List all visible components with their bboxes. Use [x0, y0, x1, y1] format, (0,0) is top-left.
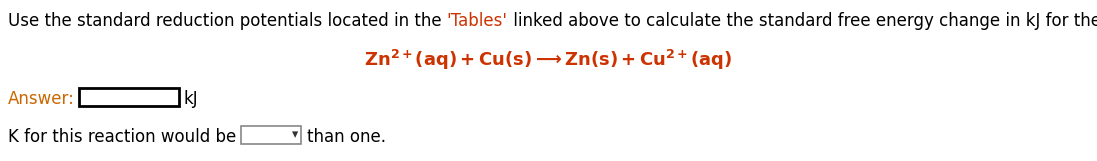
Text: K for this reaction would be: K for this reaction would be — [8, 128, 236, 146]
Bar — [79, 88, 179, 106]
Text: $\mathbf{Zn^{2+}(aq) + Cu(s) \longrightarrow Zn(s) + Cu^{2+}(aq)}$: $\mathbf{Zn^{2+}(aq) + Cu(s) \longrighta… — [364, 48, 733, 72]
Text: 'Tables': 'Tables' — [446, 12, 508, 30]
Text: Answer:: Answer: — [8, 90, 75, 108]
Bar — [241, 126, 302, 144]
Text: Use the standard reduction potentials located in the: Use the standard reduction potentials lo… — [8, 12, 446, 30]
Text: than one.: than one. — [307, 128, 386, 146]
Text: linked above to calculate the standard free energy change in kJ for the reaction: linked above to calculate the standard f… — [508, 12, 1097, 30]
Text: kJ: kJ — [184, 90, 199, 108]
Text: ▾: ▾ — [292, 128, 298, 142]
